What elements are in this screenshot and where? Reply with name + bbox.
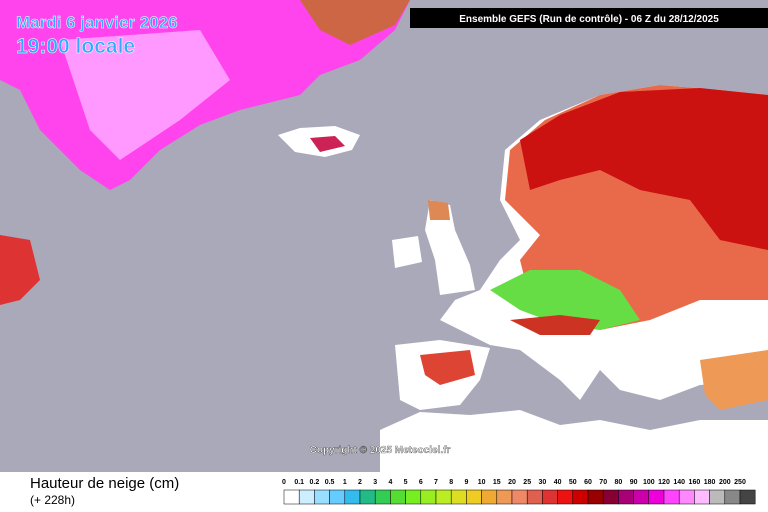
legend-swatch (405, 489, 422, 505)
legend-swatch (663, 489, 680, 505)
legend-swatch (283, 489, 300, 505)
lead-time: (+ 228h) (30, 493, 75, 507)
legend-label: 7 (434, 479, 438, 486)
footer-title: Hauteur de neige (cm) (30, 475, 179, 492)
legend-swatch (694, 489, 710, 505)
legend-label: 120 (658, 479, 670, 486)
legend-label: 3 (373, 479, 377, 486)
date: Mardi 6 janvier 2026 (16, 13, 178, 32)
legend-swatch (420, 489, 437, 505)
legend-swatch (602, 489, 619, 505)
legend-label: 200 (719, 479, 731, 486)
legend-label: 60 (584, 479, 592, 486)
legend-label: 8 (449, 479, 453, 486)
legend-swatch (450, 489, 467, 505)
legend-label: 25 (523, 479, 531, 486)
legend-swatch (724, 489, 741, 505)
legend-label: 90 (630, 479, 638, 486)
legend-label: 5 (404, 479, 408, 486)
ireland (392, 236, 422, 268)
iberia-snow (420, 350, 475, 385)
legend-swatch (374, 489, 391, 505)
legend-swatch (587, 489, 604, 505)
legend-label: 70 (599, 479, 607, 486)
legend-label: 2 (358, 479, 362, 486)
map: Mardi 6 janvier 2026 19:00 locale Ensemb… (0, 0, 768, 472)
legend-swatch (739, 489, 756, 505)
canada (0, 235, 40, 305)
central-europe (490, 270, 640, 330)
legend-label: 160 (689, 479, 701, 486)
legend-swatch (481, 489, 498, 505)
copyright: Copyright © 2025 Meteociel.fr (310, 445, 451, 456)
legend-swatch (466, 489, 482, 505)
run-info: Ensemble GEFS (Run de contrôle) - 06 Z d… (459, 14, 719, 25)
legend-label: 1 (343, 479, 347, 486)
legend-label: 0 (282, 479, 286, 486)
legend-swatch (496, 489, 513, 505)
legend-swatch (511, 489, 528, 505)
legend-swatch (390, 489, 406, 505)
legend-label: 80 (615, 479, 623, 486)
iceland-snow (310, 136, 345, 152)
legend-swatch (633, 489, 650, 505)
time: 19:00 locale (16, 35, 135, 58)
footer: Hauteur de neige (cm) (+ 228h) 0 0.1 0.2 0.… (30, 475, 756, 507)
scotland-snow (428, 200, 450, 220)
legend-label: 10 (478, 479, 486, 486)
legend-swatch (709, 489, 726, 505)
alps (510, 315, 600, 335)
legend-swatch (542, 489, 558, 505)
legend-label: 100 (643, 479, 655, 486)
legend-label: 0.5 (325, 479, 335, 486)
legend-label: 4 (388, 479, 392, 486)
legend-swatch (435, 489, 452, 505)
legend-label: 250 (734, 479, 746, 486)
scandinavia-snow (520, 88, 768, 250)
greenland-interior (60, 30, 230, 160)
legend-swatch (329, 489, 346, 505)
legend-swatch (618, 489, 634, 505)
legend-label: 40 (554, 479, 562, 486)
legend-swatch (359, 489, 376, 505)
legend-swatch (678, 489, 695, 505)
legend-swatch (298, 489, 315, 505)
legend-swatch (557, 489, 574, 505)
legend-label: 0.2 (310, 479, 320, 486)
run-banner (410, 8, 768, 28)
legend-label: 180 (704, 479, 716, 486)
legend-swatch (526, 489, 543, 505)
britain (425, 200, 475, 295)
legend-label: 140 (673, 479, 685, 486)
legend-label: 30 (539, 479, 547, 486)
legend-swatch (344, 489, 361, 505)
legend-swatch (648, 489, 665, 505)
legend-swatch (572, 489, 589, 505)
greenland-east (300, 0, 410, 45)
legend-label: 0.1 (294, 479, 304, 486)
legend-label: 50 (569, 479, 577, 486)
legend-label: 9 (464, 479, 468, 486)
turkey (700, 350, 768, 410)
legend-swatch (314, 489, 330, 505)
legend-label: 15 (493, 479, 501, 486)
legend-label: 6 (419, 479, 423, 486)
legend-label: 20 (508, 479, 516, 486)
africa (380, 410, 768, 472)
